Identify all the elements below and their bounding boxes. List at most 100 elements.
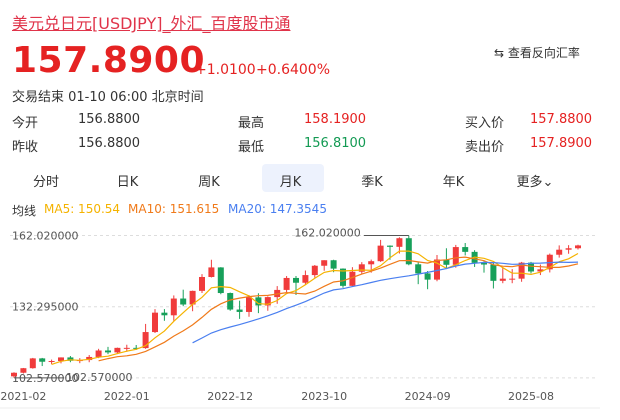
candle-body — [434, 259, 440, 280]
candle-body — [123, 347, 130, 349]
candle-body — [499, 278, 506, 281]
candle-body — [29, 358, 36, 369]
candle-body — [481, 262, 487, 265]
candle-body — [537, 269, 544, 272]
candle-body — [396, 238, 403, 247]
candle-body — [387, 245, 393, 247]
tab[interactable]: 年K — [442, 175, 465, 190]
candle-body — [349, 271, 356, 286]
candle-body — [199, 276, 205, 291]
y-tick-label: 162.020000 — [12, 230, 78, 243]
tab[interactable]: 日K — [116, 175, 139, 190]
stat-label: 最高 — [238, 116, 265, 131]
candle-body — [255, 297, 262, 306]
tab[interactable]: 更多⌄ — [516, 175, 554, 190]
candle-body — [208, 267, 215, 277]
candle-body — [311, 265, 318, 276]
candle-body — [377, 245, 384, 262]
candle-body — [105, 350, 111, 353]
candle-body — [490, 264, 497, 281]
stat-label: 买入价 — [465, 116, 505, 131]
y-tick-label: 132.295000 — [12, 301, 78, 314]
candle-body — [180, 298, 187, 305]
ma-legend-item: MA10: 151.615 — [128, 202, 220, 216]
candle-body — [20, 368, 27, 373]
reverse-rate-link[interactable]: ⇆ 查看反向汇率 — [494, 46, 580, 60]
annotation: 162.020000 — [294, 227, 360, 240]
candle-body — [283, 277, 290, 290]
candle-body — [575, 245, 581, 249]
candle-body — [246, 297, 252, 312]
candle-body — [86, 356, 93, 361]
stat-value: 157.8800 — [530, 112, 593, 127]
candle-body — [236, 309, 243, 312]
stat-value: 157.8900 — [530, 136, 593, 151]
candle-body — [152, 312, 158, 333]
candle-body — [170, 298, 177, 316]
ma-line — [51, 250, 579, 365]
candle-body — [302, 275, 309, 283]
stat-value: 156.8800 — [78, 136, 141, 151]
candle-body — [556, 249, 563, 255]
candle-body — [293, 277, 299, 283]
stat-label: 最低 — [238, 140, 265, 155]
x-tick-label: 2023-10 — [301, 390, 347, 403]
candle-body — [462, 247, 469, 252]
candle-body — [452, 247, 459, 265]
candle-body — [321, 260, 328, 266]
stat-value: 158.1900 — [304, 112, 367, 127]
candle-body — [142, 332, 149, 349]
tab[interactable]: 分时 — [32, 175, 59, 190]
ma-line — [192, 261, 579, 344]
candle-body — [264, 297, 271, 306]
ma-legend-item: 均线 — [12, 204, 37, 218]
candle-body — [443, 259, 450, 265]
annotation: 102.570000 — [66, 371, 132, 384]
candle-body — [368, 261, 375, 265]
page-title[interactable]: 美元兑日元[USDJPY]_外汇_百度股市通 — [12, 14, 291, 33]
price: 157.8900 — [12, 40, 206, 81]
x-tick-label: 2025-08 — [508, 390, 554, 403]
change-percent: +0.6400% — [256, 62, 331, 78]
trade-status: 交易结束 01-10 06:00 北京时间 — [12, 90, 204, 105]
candle-body — [509, 278, 516, 280]
candle-body — [358, 264, 365, 272]
candle-body — [95, 350, 102, 357]
candle-body — [227, 293, 234, 310]
candle-body — [330, 260, 337, 269]
x-tick-label: 2024-09 — [405, 390, 451, 403]
candle-body — [340, 268, 346, 286]
candle-body — [39, 358, 46, 362]
x-tick-label: 2021-02 — [0, 390, 46, 403]
candle-body — [133, 347, 140, 349]
candle-body — [67, 357, 74, 361]
candle-body — [48, 361, 55, 363]
candle-body — [528, 262, 534, 272]
stat-label: 今开 — [12, 116, 39, 131]
candle-body — [161, 312, 168, 316]
ma-legend-item: MA20: 147.3545 — [228, 202, 327, 216]
tab[interactable]: 周K — [198, 175, 220, 190]
ma-legend-item: MA5: 150.54 — [44, 202, 121, 216]
candle-body — [424, 273, 431, 280]
stat-label: 卖出价 — [465, 140, 505, 155]
candle-body — [58, 357, 64, 362]
x-tick-label: 2022-12 — [207, 390, 253, 403]
candle-body — [217, 267, 224, 294]
selected-tab-bg — [262, 164, 324, 192]
ma-line — [98, 256, 579, 362]
change: +1.0100 — [195, 62, 256, 78]
stat-value: 156.8100 — [304, 136, 367, 151]
candle-body — [415, 264, 422, 274]
candle-body — [189, 290, 196, 305]
candle-body — [565, 248, 572, 250]
stat-label: 昨收 — [12, 140, 39, 155]
tab[interactable]: 季K — [361, 175, 383, 190]
candle-body — [518, 262, 525, 279]
tab[interactable]: 月K — [279, 175, 302, 190]
stat-value: 156.8800 — [78, 112, 141, 127]
x-tick-label: 2022-01 — [104, 390, 150, 403]
candle-body — [11, 372, 17, 377]
